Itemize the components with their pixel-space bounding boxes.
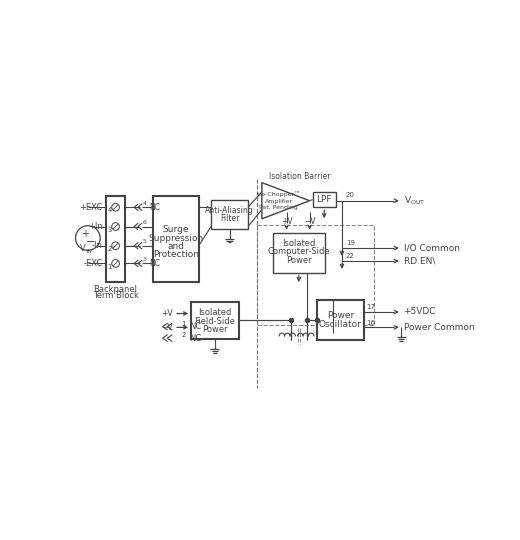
Text: 3: 3 [107,227,112,233]
Text: 3: 3 [143,257,147,262]
Bar [257,225,374,325]
Text: 16: 16 [367,320,375,326]
Bar [317,300,363,340]
Text: 1: 1 [107,264,112,269]
Text: Backpanel: Backpanel [94,285,138,294]
Text: I/O Common: I/O Common [404,244,460,253]
Text: Suppression: Suppression [148,233,203,242]
Circle shape [112,204,120,211]
Text: LPF: LPF [317,195,332,204]
Text: +V: +V [161,309,173,318]
Text: IN: IN [86,249,92,254]
Text: Field-Side: Field-Side [194,316,236,326]
Text: −: − [86,237,96,247]
Text: Surge: Surge [162,225,189,234]
Text: Power: Power [327,310,354,320]
Text: 5: 5 [143,239,147,245]
Text: Power: Power [286,256,311,265]
Text: Anti-Aliasing: Anti-Aliasing [205,206,254,215]
Text: Oscillator: Oscillator [319,320,362,329]
Text: +In: +In [88,222,102,231]
Text: NC: NC [189,322,201,331]
Text: +EXC: +EXC [80,202,102,212]
Text: 20: 20 [346,192,355,198]
Text: 4: 4 [143,201,147,206]
Text: 22: 22 [346,253,355,259]
Text: V$_{\mathsf{OUT}}$: V$_{\mathsf{OUT}}$ [404,194,425,207]
Text: Power Common: Power Common [404,323,474,332]
Text: Amplifier: Amplifier [265,199,293,204]
Text: Isolated: Isolated [282,239,316,248]
Text: -In: -In [92,241,102,250]
Text: Iso-Chopper™: Iso-Chopper™ [257,192,301,198]
Circle shape [112,242,120,249]
Text: -EXC: -EXC [83,259,102,268]
Text: RD EN\: RD EN\ [404,256,440,266]
Text: −V: −V [161,323,173,332]
Text: Protection: Protection [153,251,199,260]
Text: 17: 17 [367,305,375,310]
Circle shape [112,222,120,231]
Text: 6: 6 [143,220,147,225]
Bar [152,195,199,282]
Text: NC: NC [189,334,201,343]
Bar [191,302,239,339]
Text: V: V [81,244,86,253]
Text: 2: 2 [107,246,112,252]
Text: Pat. Pending: Pat. Pending [259,205,298,210]
Text: Filter: Filter [220,213,239,222]
Circle shape [112,260,120,267]
Text: Computer-Side: Computer-Side [267,247,330,256]
Text: −V: −V [304,218,316,226]
Text: and: and [167,242,184,251]
Bar [211,200,248,229]
Text: 1: 1 [181,321,186,327]
Text: +V: +V [281,218,292,226]
Bar [272,233,325,273]
Text: 4: 4 [107,207,112,213]
Text: Isolated: Isolated [198,308,231,317]
Text: +5VDC: +5VDC [404,307,436,316]
Circle shape [75,226,100,251]
Text: NC: NC [149,259,161,268]
Polygon shape [262,183,309,219]
Text: Term Block: Term Block [93,291,138,300]
Text: 2: 2 [181,332,186,338]
Text: 19: 19 [346,240,355,246]
Text: Power: Power [202,325,228,334]
Text: Isolation Barrier: Isolation Barrier [269,172,330,181]
Bar [313,192,336,207]
Text: +: + [81,229,89,239]
Text: NC: NC [149,202,161,212]
Bar [107,195,125,282]
